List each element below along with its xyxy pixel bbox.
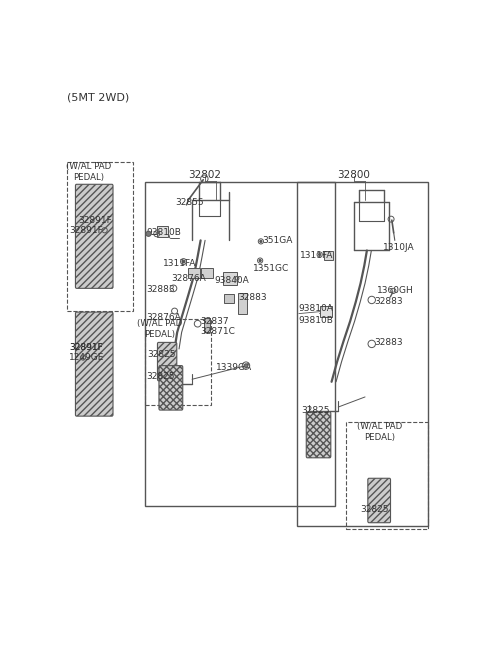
Text: 32891F: 32891F bbox=[69, 343, 103, 352]
Text: 93810A: 93810A bbox=[299, 304, 334, 313]
FancyBboxPatch shape bbox=[75, 184, 113, 289]
Text: 32855: 32855 bbox=[175, 198, 204, 207]
FancyBboxPatch shape bbox=[306, 412, 331, 458]
Text: 32825: 32825 bbox=[301, 406, 330, 415]
Text: (W/AL PAD
PEDAL): (W/AL PAD PEDAL) bbox=[357, 422, 402, 442]
Text: 32891F: 32891F bbox=[69, 226, 103, 235]
Ellipse shape bbox=[244, 364, 248, 367]
Bar bbox=[238, 293, 247, 314]
FancyBboxPatch shape bbox=[159, 365, 183, 410]
Bar bbox=[188, 268, 200, 278]
Text: 32883: 32883 bbox=[147, 285, 175, 295]
Text: 32883: 32883 bbox=[374, 297, 403, 306]
Text: 1339GA: 1339GA bbox=[216, 363, 252, 372]
FancyBboxPatch shape bbox=[157, 342, 177, 380]
Text: 1249GE: 1249GE bbox=[69, 353, 105, 362]
Text: 93840A: 93840A bbox=[215, 276, 249, 285]
Bar bbox=[145, 182, 335, 506]
Text: 1351GC: 1351GC bbox=[252, 264, 289, 273]
Ellipse shape bbox=[260, 240, 262, 243]
Text: 32825: 32825 bbox=[360, 504, 389, 514]
Text: (W/AL PAD
PEDAL): (W/AL PAD PEDAL) bbox=[137, 319, 182, 338]
Bar bbox=[347, 422, 428, 529]
Text: 351GA: 351GA bbox=[263, 236, 293, 245]
Text: 1311FA: 1311FA bbox=[163, 258, 197, 268]
Text: (5MT 2WD): (5MT 2WD) bbox=[67, 93, 129, 103]
Text: 93810B: 93810B bbox=[299, 316, 334, 325]
Text: 32891F: 32891F bbox=[69, 343, 103, 352]
Text: 32883: 32883 bbox=[238, 293, 266, 302]
Text: 32883: 32883 bbox=[374, 338, 403, 347]
Text: 32871C: 32871C bbox=[201, 327, 236, 336]
FancyBboxPatch shape bbox=[368, 478, 391, 523]
Bar bbox=[324, 251, 333, 260]
Bar bbox=[224, 294, 234, 303]
Text: 32891F: 32891F bbox=[78, 216, 112, 224]
Text: (W/AL PAD
PEDAL): (W/AL PAD PEDAL) bbox=[66, 162, 112, 182]
Bar bbox=[67, 162, 132, 311]
Bar bbox=[156, 226, 168, 237]
Text: 1360GH: 1360GH bbox=[377, 287, 414, 295]
Bar bbox=[145, 319, 211, 405]
Bar bbox=[202, 268, 213, 278]
Ellipse shape bbox=[182, 260, 185, 263]
FancyBboxPatch shape bbox=[75, 312, 113, 416]
Text: 32837: 32837 bbox=[201, 317, 229, 325]
Ellipse shape bbox=[319, 253, 321, 256]
Bar bbox=[204, 318, 210, 333]
Text: 32825: 32825 bbox=[147, 372, 175, 381]
Ellipse shape bbox=[146, 231, 151, 236]
Text: 1311FA: 1311FA bbox=[300, 251, 333, 260]
Text: 32802: 32802 bbox=[189, 170, 222, 180]
Text: 32876A: 32876A bbox=[171, 274, 205, 283]
Ellipse shape bbox=[259, 260, 261, 262]
Text: 32876A: 32876A bbox=[147, 313, 181, 321]
Text: 93810B: 93810B bbox=[146, 228, 181, 237]
Bar bbox=[297, 182, 428, 525]
Text: 32825: 32825 bbox=[147, 350, 176, 359]
Text: 32800: 32800 bbox=[337, 170, 370, 180]
Text: 1310JA: 1310JA bbox=[383, 243, 414, 253]
Bar bbox=[223, 272, 238, 285]
Bar bbox=[320, 306, 332, 317]
